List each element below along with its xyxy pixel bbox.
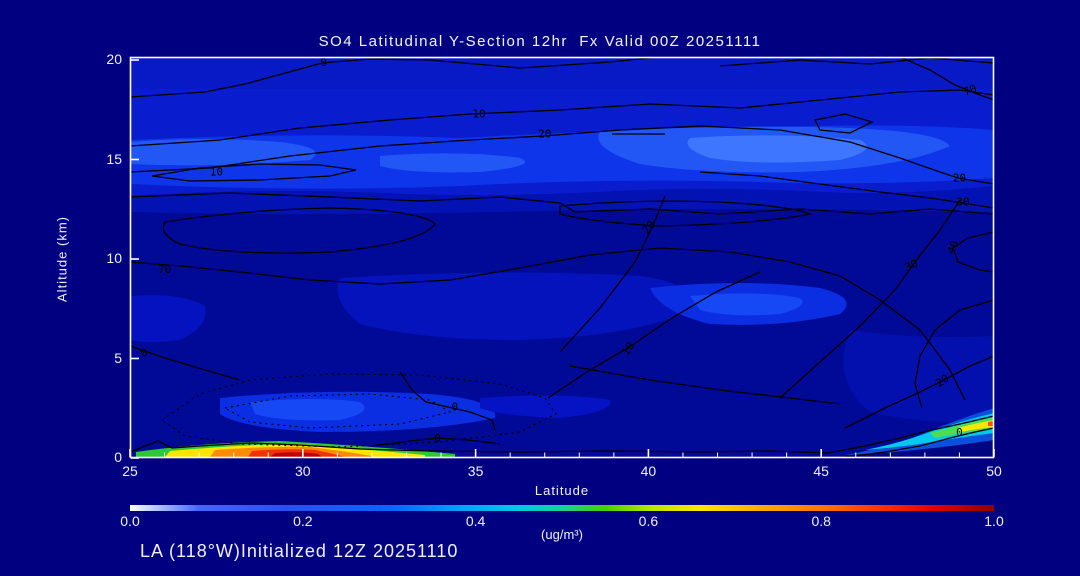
init-info-text: LA (118°W)Initialized 12Z 20251110 [140, 541, 459, 561]
contour-label: 20 [933, 372, 951, 390]
y-tick-label: 10 [106, 250, 122, 266]
y-tick-label: 20 [106, 51, 122, 67]
colorbar-units: (ug/m³) [541, 527, 583, 542]
axis-ticks [129, 59, 995, 459]
y-tick-label: 0 [114, 449, 122, 465]
x-tick-label: 40 [640, 463, 657, 479]
x-tick-label: 50 [986, 463, 1002, 479]
colorbar-tick-label: 0.8 [811, 513, 831, 529]
contour-lines [130, 57, 994, 458]
colorbar [130, 505, 994, 511]
x-tick-label: 35 [467, 463, 484, 479]
contour-label: 0 [434, 432, 441, 445]
contour-label: 20 [538, 128, 551, 141]
colorbar-tick-label: 0.2 [293, 513, 313, 529]
contour-label: 10 [472, 108, 485, 121]
contour-label: 70 [158, 263, 171, 276]
contour-label: 0 [956, 426, 963, 439]
contour-label: 10 [210, 165, 223, 178]
plot-frame [129, 56, 995, 459]
contour-label: 10 [619, 340, 637, 358]
colorbar-tick-label: 0.0 [120, 513, 140, 529]
contour-label: 30 [903, 257, 921, 274]
y-tick-label: 5 [114, 349, 122, 366]
contour-label: 0 [452, 400, 459, 413]
x-tick-label: 45 [813, 463, 829, 479]
x-tick-label: 30 [295, 463, 311, 479]
y-tick-label: 15 [106, 150, 122, 167]
contour-label: 40 [944, 239, 961, 257]
colorbar-tick-label: 0.4 [465, 513, 486, 529]
colorbar-tick-label: 0.6 [638, 513, 659, 529]
contour-label: 0 [320, 56, 327, 69]
colorbar-tick-label: 1.0 [984, 513, 1004, 529]
chart-title: SO4 Latitudinal Y-Section 12hr Fx Valid … [318, 33, 762, 50]
contour-label: 30 [956, 195, 969, 208]
x-axis-title: Latitude [534, 483, 590, 498]
x-tick-label: 25 [122, 463, 138, 479]
contour-label: 70 [961, 82, 979, 99]
contour-label: 20 [953, 171, 966, 184]
